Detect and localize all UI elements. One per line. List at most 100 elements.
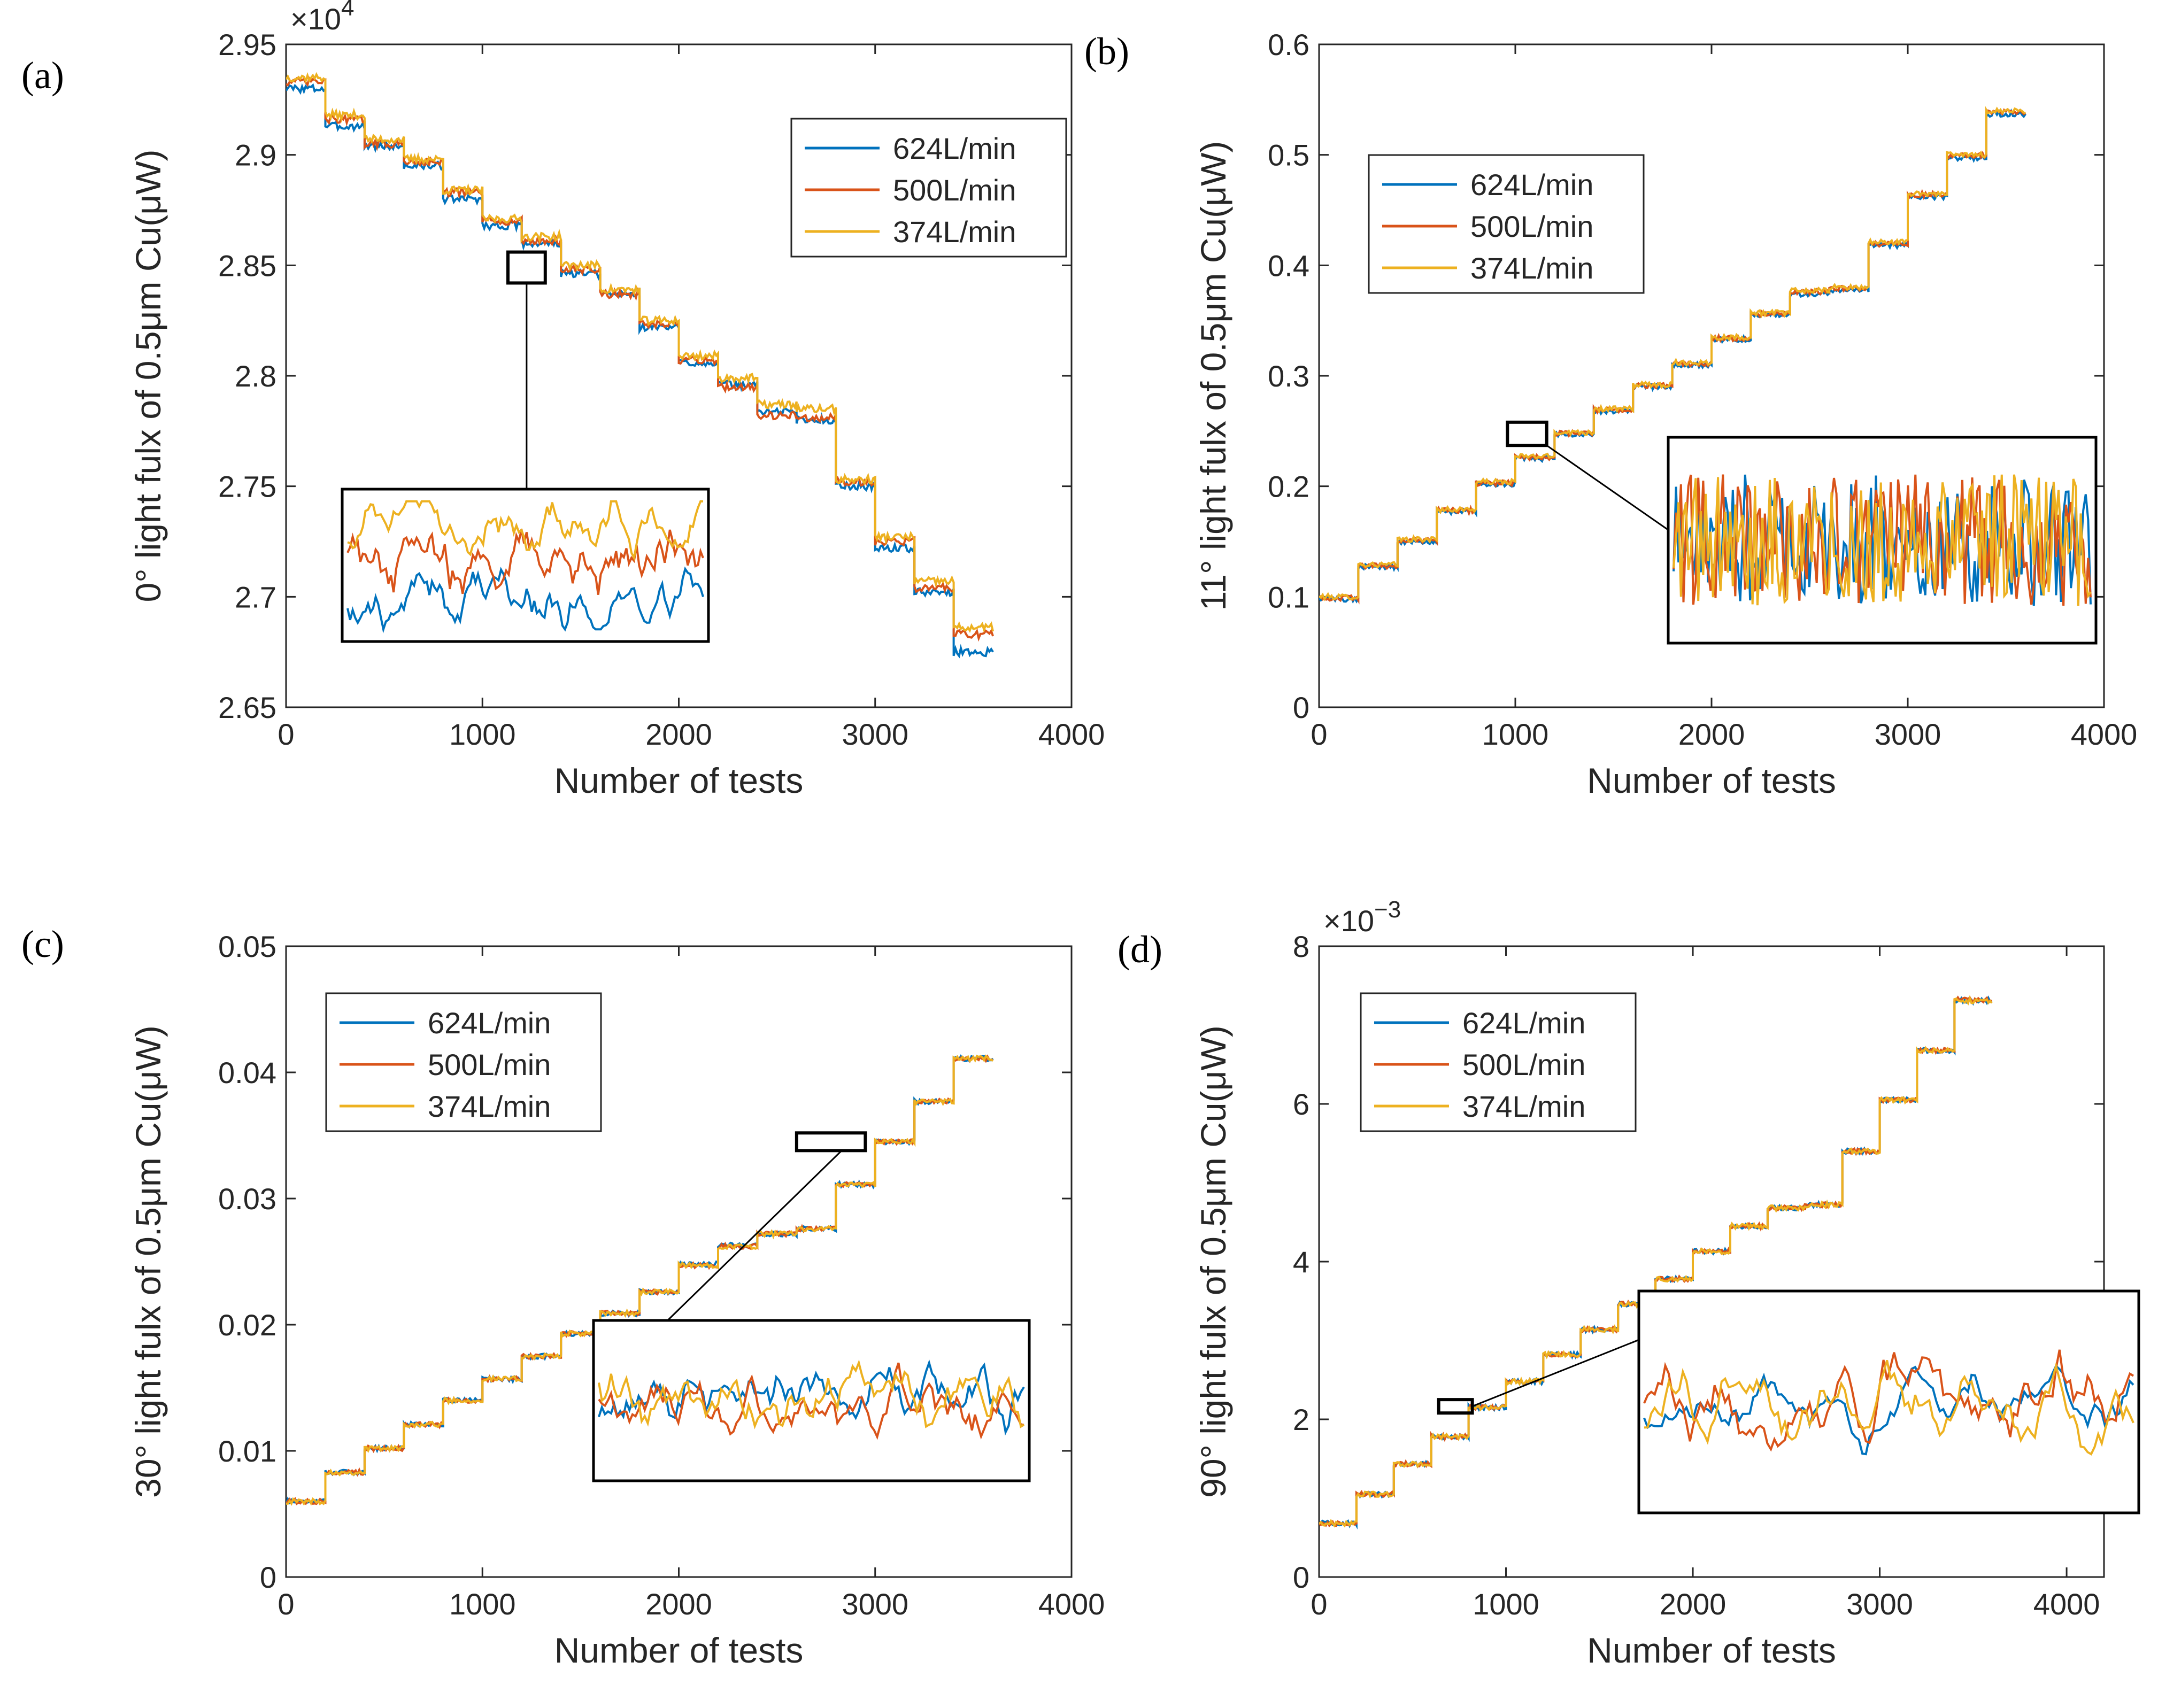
inset-trace-500L/min — [346, 529, 704, 595]
legend-entry: 624L/min — [893, 132, 1016, 165]
legend-entry: 374L/min — [1462, 1089, 1585, 1123]
legend-entry: 500L/min — [1470, 210, 1593, 243]
x-tick-label: 0 — [1311, 717, 1327, 751]
x-tick-label: 1000 — [1482, 717, 1549, 751]
y-tick-label: 0.03 — [218, 1182, 276, 1216]
x-tick-label: 2000 — [645, 717, 712, 751]
y-tick-label: 2.8 — [235, 359, 276, 393]
y-tick-label: 2.95 — [218, 28, 276, 61]
x-tick-label: 3000 — [1846, 1587, 1913, 1621]
panel-b: (b) 0 1000 2000 3000 4000 0 0.1 0.2 0.3 0.4 0.5 0.6 N… — [1084, 28, 2137, 800]
inset-trace-374L/min — [347, 500, 703, 561]
inset-box — [1637, 1289, 2140, 1514]
x-axis-label: Number of tests — [554, 1630, 804, 1670]
inset-connector — [1546, 444, 1669, 531]
x-tick-label: 4000 — [1038, 1587, 1105, 1621]
y-tick-label: 0.5 — [1268, 138, 1309, 172]
legend-entry: 500L/min — [893, 173, 1016, 207]
y-tick-label: 0.2 — [1268, 470, 1309, 504]
x-tick-label: 0 — [278, 717, 294, 751]
zoom-marker-box — [506, 250, 547, 285]
x-tick-label: 2000 — [1678, 717, 1745, 751]
zoom-marker-box — [795, 1131, 867, 1153]
y-tick-label: 0.4 — [1268, 249, 1309, 282]
panel-label: (b) — [1084, 30, 1129, 73]
x-tick-label: 2000 — [1660, 1587, 1727, 1621]
y-exponent-base: ×10 — [1323, 904, 1374, 938]
inset-connector — [667, 1150, 843, 1321]
legend-box — [1360, 992, 1637, 1132]
x-tick-label: 4000 — [2033, 1587, 2100, 1621]
panel-label: (d) — [1117, 928, 1162, 971]
panel-d: (d) 0 1000 2000 3000 4000 0 2 4 6 8 ×10−3 Number of … — [1117, 896, 2140, 1670]
legend-box — [325, 992, 602, 1132]
y-tick-label: 2 — [1293, 1403, 1309, 1436]
y-axis-label: 0° light fulx of 0.5μm Cu(μW) — [128, 149, 168, 602]
x-tick-label: 3000 — [1875, 717, 1941, 751]
y-exponent-power: −3 — [1374, 896, 1401, 923]
y-axis-label: 11° light fulx of 0.5μm Cu(μW) — [1193, 141, 1233, 611]
legend-entry: 374L/min — [428, 1089, 551, 1123]
panel-label: (a) — [21, 54, 64, 97]
x-axis-label: Number of tests — [1587, 1630, 1836, 1670]
y-tick-label: 8 — [1293, 930, 1309, 963]
y-tick-label: 6 — [1293, 1087, 1309, 1121]
legend-box — [790, 118, 1067, 258]
y-tick-label: 0 — [260, 1560, 276, 1594]
inset-trace-624L/min — [346, 566, 704, 633]
x-tick-label: 2000 — [645, 1587, 712, 1621]
y-tick-label: 0.1 — [1268, 580, 1309, 614]
y-tick-label: 0.3 — [1268, 359, 1309, 393]
x-tick-label: 1000 — [1473, 1587, 1539, 1621]
y-tick-label: 2.85 — [218, 249, 276, 282]
y-tick-label: 2.7 — [235, 580, 276, 614]
legend-entry: 500L/min — [1462, 1048, 1585, 1081]
legend-box — [1368, 154, 1645, 294]
x-tick-label: 0 — [278, 1587, 294, 1621]
x-tick-label: 3000 — [842, 1587, 908, 1621]
series-line-374L/min — [1319, 106, 2026, 601]
zoom-marker-box — [1506, 420, 1548, 447]
inset-trace-374L/min — [598, 1359, 1025, 1429]
panel-c: (c) 0 1000 2000 3000 4000 0 0.01 0.02 0.03 0.04 0.0… — [21, 923, 1105, 1670]
y-tick-label: 2.9 — [235, 138, 276, 172]
y-tick-label: 0 — [1293, 691, 1309, 724]
y-tick-label: 0.04 — [218, 1056, 276, 1089]
x-axis-label: Number of tests — [1587, 761, 1836, 800]
x-tick-label: 3000 — [842, 717, 908, 751]
y-exponent-base: ×10 — [290, 2, 341, 36]
legend-entry: 374L/min — [893, 215, 1016, 249]
y-tick-label: 0.02 — [218, 1308, 276, 1342]
y-axis-label: 30° light fulx of 0.5μm Cu(μW) — [128, 1025, 168, 1498]
panel-a: (a) 0 1000 2000 3000 4000 2.65 2.7 2.75 2.8 2.85 2.… — [21, 0, 1105, 800]
inset-trace-624L/min — [1643, 1364, 2134, 1456]
x-tick-label: 1000 — [449, 1587, 516, 1621]
y-tick-label: 0.05 — [218, 930, 276, 963]
panel-label: (c) — [21, 923, 64, 965]
inset-trace-624L/min — [598, 1359, 1025, 1436]
x-tick-label: 1000 — [449, 717, 516, 751]
y-tick-label: 0.6 — [1268, 28, 1309, 61]
y-tick-label: 4 — [1293, 1245, 1309, 1279]
x-tick-label: 4000 — [1038, 717, 1105, 751]
y-exponent-power: 4 — [341, 0, 354, 21]
y-tick-label: 2.65 — [218, 691, 276, 724]
legend-entry: 374L/min — [1470, 251, 1593, 285]
y-tick-label: 2.75 — [218, 470, 276, 504]
x-axis-label: Number of tests — [554, 761, 804, 800]
legend-entry: 500L/min — [428, 1048, 551, 1081]
y-tick-label: 0.01 — [218, 1434, 276, 1468]
inset-box — [341, 488, 710, 643]
y-exponent: ×10−3 — [1323, 896, 1401, 938]
y-axis-label: 90° light fulx of 0.5μm Cu(μW) — [1193, 1025, 1233, 1498]
y-tick-label: 0 — [1293, 1560, 1309, 1594]
legend-entry: 624L/min — [1462, 1006, 1585, 1040]
inset-connector — [1472, 1339, 1639, 1408]
legend-entry: 624L/min — [428, 1006, 551, 1040]
series-line-374L/min — [286, 1054, 994, 1506]
legend-entry: 624L/min — [1470, 168, 1593, 202]
y-exponent: ×104 — [290, 0, 354, 36]
x-tick-label: 4000 — [2071, 717, 2138, 751]
x-tick-label: 0 — [1311, 1587, 1327, 1621]
